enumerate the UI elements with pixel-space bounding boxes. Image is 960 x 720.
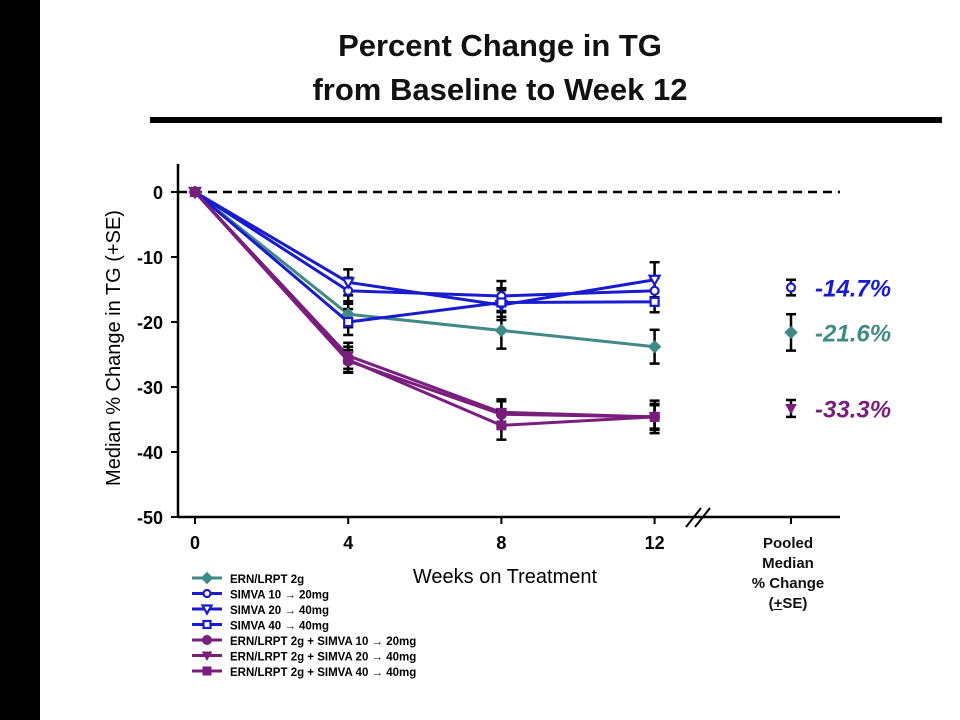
legend-entry: SIMVA 10 → 20mg [230,590,329,602]
pooled-median-note: Pooled Median % Change (+SE) [738,534,838,614]
pooled-point [785,403,797,415]
legend-entry: ERN/LRPT 2g + SIMVA 40 → 40mg [230,667,416,679]
series-line [193,190,655,419]
data-point [649,285,660,296]
series-line [194,190,655,324]
pooled-note-line4: (+SE) [768,595,808,612]
legend-marker [202,588,212,599]
data-point [649,411,660,422]
legend-marker [200,571,214,585]
legend-entry: SIMVA 20 → 40mg [230,605,329,617]
chart-title-line1: Percent Change in TG [338,28,662,63]
legend-marker [202,619,212,630]
legend-entry: ERN/LRPT 2g [230,574,304,586]
series-line [194,190,655,307]
data-point [494,323,509,338]
x-axis-label: Weeks on Treatment [413,566,598,588]
pooled-note-line3: % Change [751,575,825,592]
data-point [341,277,356,290]
data-point [495,407,508,419]
data-point [343,316,354,328]
axis-break-mark-2 [694,507,711,528]
legend-entry: ERN/LRPT 2g + SIMVA 10 → 20mg [230,636,416,648]
data-point [190,187,200,197]
legend-entry: SIMVA 40 → 40mg [230,621,329,633]
pooled-value-label: -33.3% [815,396,891,423]
y-tick-label: -30 [137,378,163,398]
y-tick-label: -50 [137,508,163,528]
title-rule [150,117,942,123]
pooled-point [785,282,797,293]
data-point [647,274,662,288]
legend-marker [200,604,214,616]
left-edge-bar [0,0,40,720]
y-tick-label: -40 [137,443,163,463]
pooled-value-label: -21.6% [815,320,891,347]
y-tick-label: -20 [137,313,163,333]
series-line [194,190,655,298]
legend-marker [202,635,212,645]
axis-break-mark-1 [685,507,702,528]
chart-title-line2: from Baseline to Week 12 [312,72,688,107]
y-tick-label: 0 [153,183,163,203]
y-tick-label: -10 [137,248,163,268]
data-point [496,297,507,308]
data-point [649,296,660,307]
pooled-note-line2: Median [762,555,814,572]
pooled-note-line1: Pooled [762,535,813,552]
legend-marker [201,651,213,662]
legend-marker [202,666,212,676]
pooled-value-label: -14.7% [815,276,891,303]
series-line [193,190,655,427]
series-line [194,190,655,349]
data-point [496,420,507,431]
x-tick-label: 12 [645,533,665,553]
legend-entry: ERN/LRPT 2g + SIMVA 20 → 40mg [230,652,416,664]
y-axis-label: Median % Change in TG (+SE) [103,210,125,486]
x-tick-label: 0 [190,533,200,553]
data-point [343,354,354,365]
data-point [647,339,662,354]
pooled-point [784,325,798,340]
x-tick-label: 4 [343,533,353,553]
x-tick-label: 8 [496,533,506,553]
